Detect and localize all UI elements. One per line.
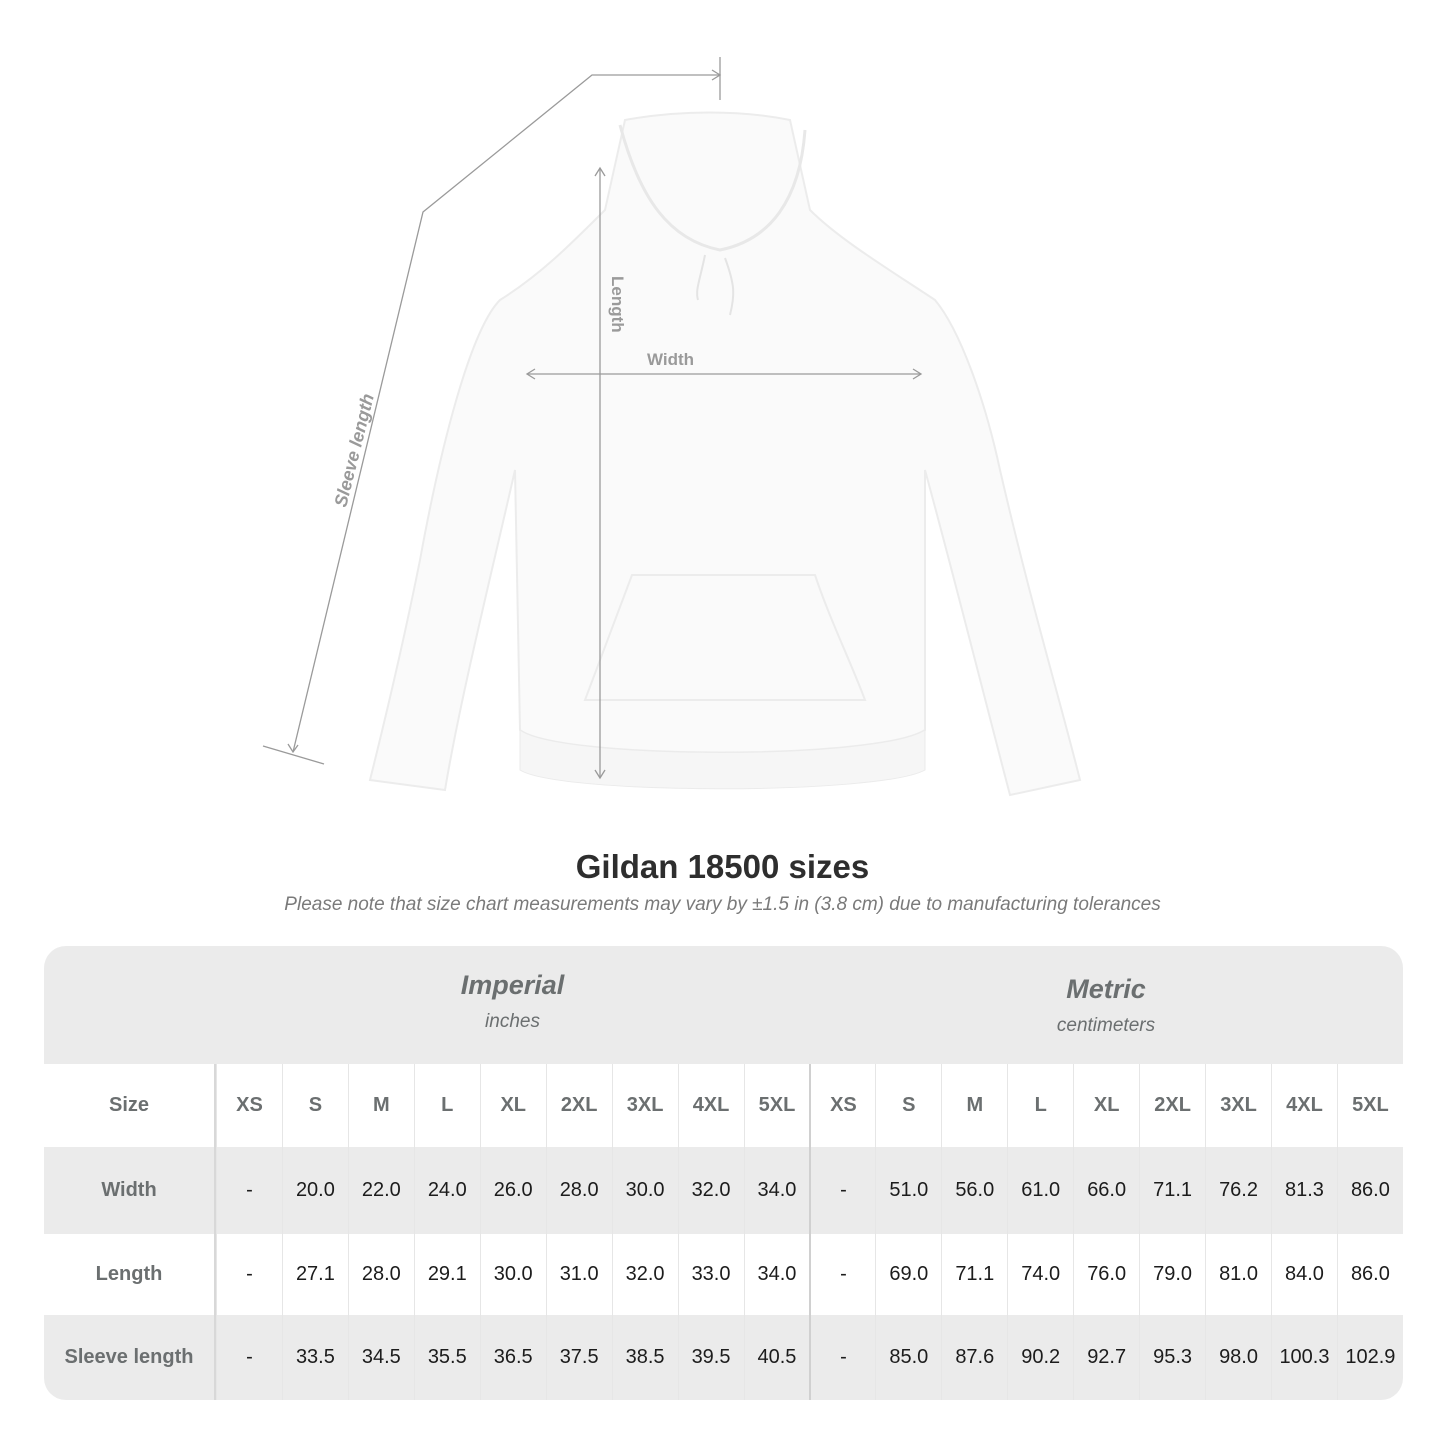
imperial-value-cell: 24.0 [413, 1147, 480, 1234]
metric-value-cell: 95.3 [1139, 1315, 1205, 1400]
size-header-imperial: L [413, 1064, 480, 1147]
imperial-unit: inches [485, 1011, 540, 1032]
row-label: Length [44, 1234, 216, 1315]
size-header-metric: M [941, 1064, 1007, 1147]
imperial-value-cell: 34.5 [347, 1315, 414, 1400]
size-header-imperial: 4XL [677, 1064, 744, 1147]
imperial-value-cell: 38.5 [611, 1315, 678, 1400]
size-header-imperial: XL [479, 1064, 546, 1147]
imperial-value-cell: 35.5 [413, 1315, 480, 1400]
metric-value-cell: 76.2 [1205, 1147, 1271, 1234]
length-label: Length [608, 276, 627, 333]
metric-value-cell: 79.0 [1139, 1234, 1205, 1315]
row-label: Sleeve length [44, 1315, 216, 1400]
size-header-metric: XS [809, 1064, 875, 1147]
size-header-imperial: S [281, 1064, 348, 1147]
metric-value-cell: 92.7 [1073, 1315, 1139, 1400]
metric-value-cell: 66.0 [1073, 1147, 1139, 1234]
metric-value-cell: 71.1 [941, 1234, 1007, 1315]
size-header-metric: 4XL [1271, 1064, 1337, 1147]
metric-value-cell: 81.0 [1205, 1234, 1271, 1315]
size-header-metric: 5XL [1336, 1064, 1403, 1147]
imperial-value-cell: 34.0 [743, 1147, 810, 1234]
page-title: Gildan 18500 sizes [575, 848, 870, 885]
width-label: Width [647, 350, 694, 369]
imperial-value-cell: 33.5 [281, 1315, 348, 1400]
imperial-value-cell: 28.0 [545, 1147, 612, 1234]
size-header-imperial: M [347, 1064, 414, 1147]
imperial-value-cell: - [216, 1234, 282, 1315]
metric-value-cell: 71.1 [1139, 1147, 1205, 1234]
imperial-value-cell: - [216, 1147, 282, 1234]
imperial-value-cell: 34.0 [743, 1234, 810, 1315]
imperial-value-cell: 27.1 [281, 1234, 348, 1315]
metric-value-cell: 74.0 [1007, 1234, 1073, 1315]
size-header-metric: 3XL [1205, 1064, 1271, 1147]
metric-value-cell: 85.0 [875, 1315, 941, 1400]
tolerance-note: Please note that size chart measurements… [284, 894, 1161, 915]
metric-value-cell: 76.0 [1073, 1234, 1139, 1315]
metric-value-cell: 100.3 [1271, 1315, 1337, 1400]
row-label: Size [44, 1064, 216, 1147]
row-label: Width [44, 1147, 216, 1234]
metric-value-cell: 98.0 [1205, 1315, 1271, 1400]
metric-value-cell: 61.0 [1007, 1147, 1073, 1234]
measurement-lines [262, 57, 923, 780]
metric-value-cell: 87.6 [941, 1315, 1007, 1400]
imperial-value-cell: 26.0 [479, 1147, 546, 1234]
imperial-value-cell: 37.5 [545, 1315, 612, 1400]
imperial-value-cell: 40.5 [743, 1315, 810, 1400]
metric-value-cell: 69.0 [875, 1234, 941, 1315]
size-header-imperial: 3XL [611, 1064, 678, 1147]
imperial-value-cell: 32.0 [611, 1234, 678, 1315]
imperial-value-cell: 33.0 [677, 1234, 744, 1315]
imperial-value-cell: - [216, 1315, 282, 1400]
imperial-value-cell: 31.0 [545, 1234, 612, 1315]
metric-value-cell: 84.0 [1271, 1234, 1337, 1315]
size-header-metric: 2XL [1139, 1064, 1205, 1147]
metric-value-cell: - [809, 1315, 875, 1400]
metric-value-cell: 81.3 [1271, 1147, 1337, 1234]
sleeve-length-label: Sleeve length [330, 392, 377, 509]
metric-value-cell: 86.0 [1336, 1147, 1403, 1234]
hoodie-image [368, 111, 1082, 797]
imperial-title: Imperial [460, 970, 565, 1000]
metric-value-cell: 56.0 [941, 1147, 1007, 1234]
imperial-value-cell: 20.0 [281, 1147, 348, 1234]
table-row: Length -27.1 28.0 29.1 30.0 31.0 32.0 33.0 34.0-… [44, 1234, 1403, 1315]
metric-unit: centimeters [1056, 1015, 1156, 1036]
size-row: Size XS S M L XL 2XL 3XL 4XL 5XL XS S M L XL 2XL 3XL 4XL 5… [44, 1064, 1403, 1147]
metric-value-cell: - [809, 1147, 875, 1234]
imperial-value-cell: 29.1 [413, 1234, 480, 1315]
size-header-metric: S [875, 1064, 941, 1147]
imperial-value-cell: 30.0 [479, 1234, 546, 1315]
imperial-header: Imperial inches [216, 970, 809, 1033]
size-header-imperial: 5XL [743, 1064, 810, 1147]
metric-title: Metric [1066, 974, 1146, 1004]
imperial-value-cell: 39.5 [677, 1315, 744, 1400]
table-row: Width -20.0 22.0 24.0 26.0 28.0 30.0 32.0 34.0-5… [44, 1147, 1403, 1234]
size-header-imperial: 2XL [545, 1064, 612, 1147]
imperial-value-cell: 22.0 [347, 1147, 414, 1234]
metric-value-cell: 86.0 [1336, 1234, 1403, 1315]
imperial-value-cell: 28.0 [347, 1234, 414, 1315]
size-header-metric: L [1007, 1064, 1073, 1147]
size-header-imperial: XS [216, 1064, 282, 1147]
metric-value-cell: 51.0 [875, 1147, 941, 1234]
imperial-value-cell: 30.0 [611, 1147, 678, 1234]
imperial-value-cell: 32.0 [677, 1147, 744, 1234]
metric-value-cell: 102.9 [1336, 1315, 1403, 1400]
size-header-metric: XL [1073, 1064, 1139, 1147]
metric-header: Metric centimeters [809, 974, 1403, 1037]
hoodie-illustration: Sleeve length Length Width [262, 57, 1082, 797]
size-table: Imperial inches Metric centimeters Size X… [44, 946, 1403, 1400]
imperial-value-cell: 36.5 [479, 1315, 546, 1400]
table-row: Sleeve length -33.5 34.5 35.5 36.5 37.5 38.5 39… [44, 1315, 1403, 1400]
metric-value-cell: 90.2 [1007, 1315, 1073, 1400]
table-header: Imperial inches Metric centimeters [44, 946, 1403, 1064]
metric-value-cell: - [809, 1234, 875, 1315]
